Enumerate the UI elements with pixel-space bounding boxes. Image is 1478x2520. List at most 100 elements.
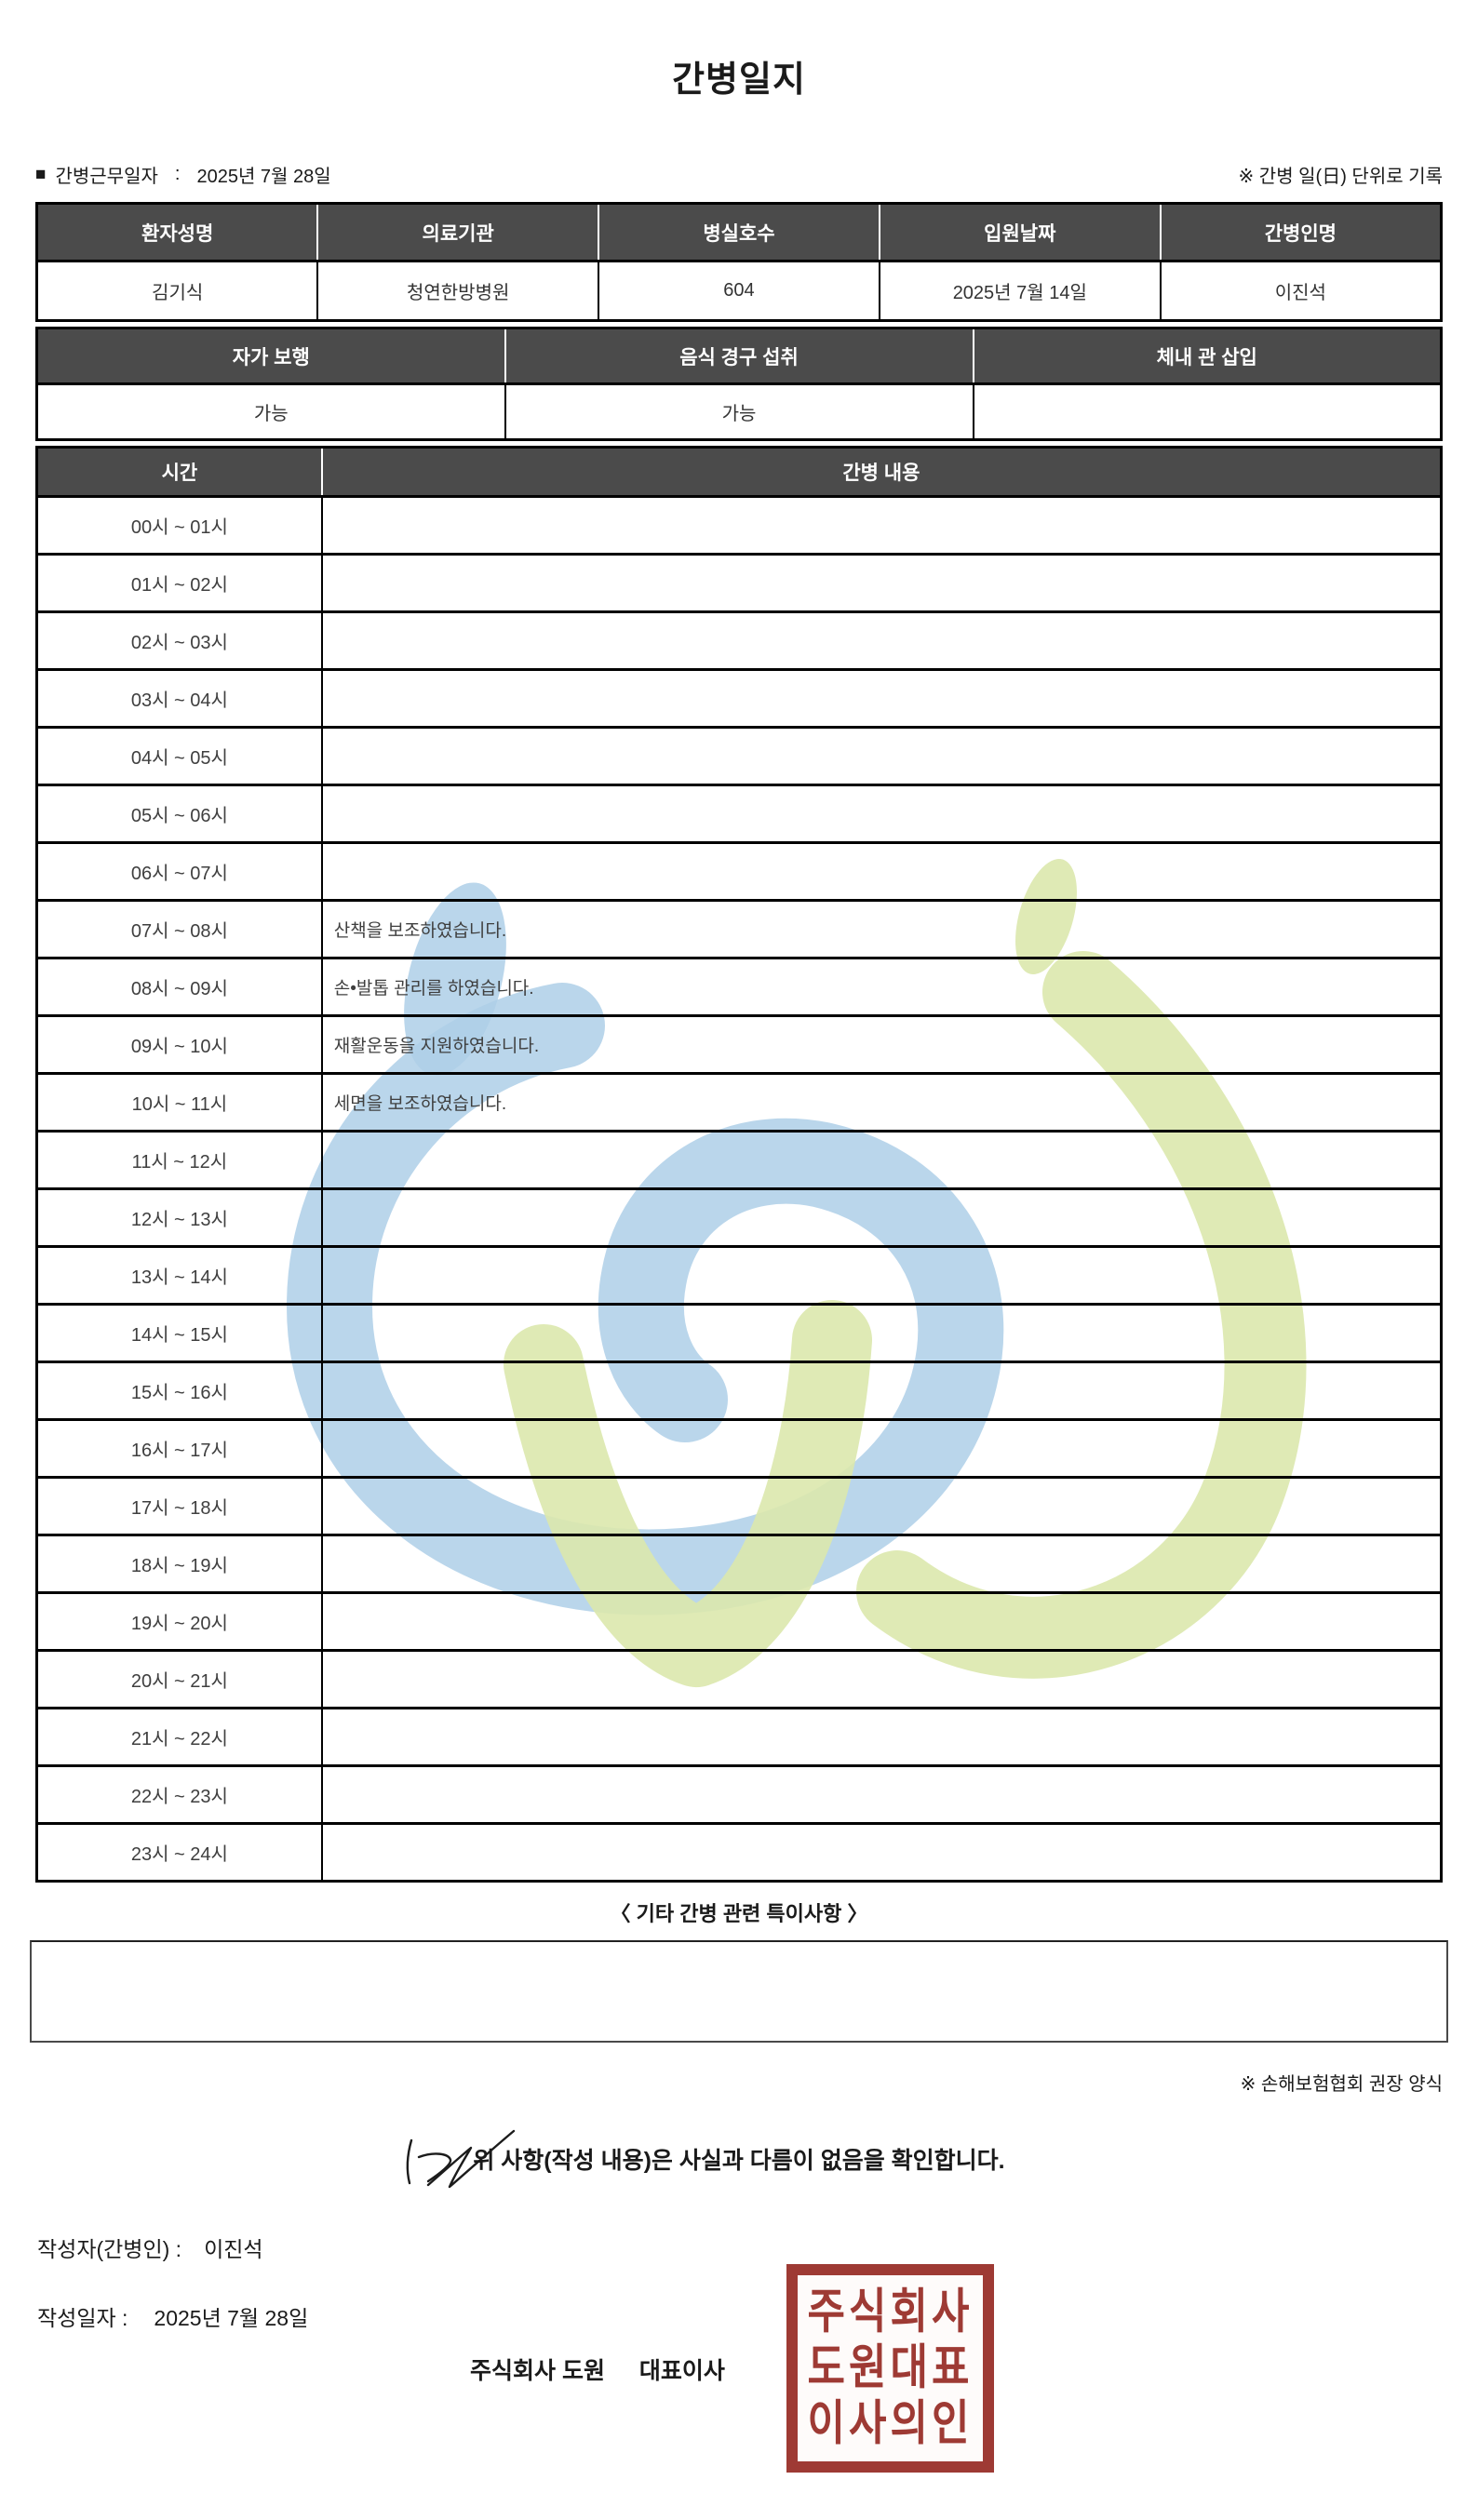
timetable-row: 08시 ~ 09시 손•발톱 관리를 하였습니다. [34, 958, 1443, 1017]
care-content-cell: 산책을 보조하였습니다. [321, 900, 1443, 959]
stamp-row-3: 이사의인 [807, 2396, 974, 2451]
handwritten-signature [406, 2129, 516, 2189]
header-patient-name: 환자성명 [35, 202, 319, 262]
stamp-row-1: 주식회사 [807, 2285, 974, 2339]
timetable-header-row: 시간 간병 내용 [34, 446, 1443, 498]
care-content-cell [321, 669, 1443, 729]
time-slot-label: 18시 ~ 19시 [34, 1535, 323, 1594]
timetable-row: 11시 ~ 12시 [34, 1131, 1443, 1190]
care-content-cell [321, 1708, 1443, 1767]
page-title: 간병일지 [672, 60, 806, 100]
patient-info-table: 환자성명 의료기관 병실호수 입원날짜 간병인명 김기식 청연한방병원 604 … [35, 202, 1443, 322]
corporate-seal-stamp: 주식회사 도원대표 이사의인 [786, 2264, 994, 2473]
time-slot-label: 12시 ~ 13시 [34, 1188, 323, 1248]
time-slot-label: 00시 ~ 01시 [34, 496, 323, 556]
value-caregiver-name: 이진석 [1159, 261, 1443, 322]
header-medical-institution: 의료기관 [316, 202, 600, 262]
time-slot-label: 20시 ~ 21시 [34, 1650, 323, 1709]
care-content-cell [321, 1535, 1443, 1594]
patient-status-table: 자가 보행 음식 경구 섭취 체내 관 삽입 가능 가능 [35, 327, 1443, 441]
writer-name: 이진석 [204, 2237, 263, 2261]
timetable-row: 19시 ~ 20시 [34, 1592, 1443, 1652]
header-oral-intake: 음식 경구 섭취 [504, 327, 974, 385]
header-room-number: 병실호수 [598, 202, 880, 262]
care-content-cell [321, 496, 1443, 556]
company-name: 주식회사 도원 [470, 2358, 605, 2384]
time-slot-label: 06시 ~ 07시 [34, 842, 323, 902]
time-slot-label: 07시 ~ 08시 [34, 900, 323, 959]
square-bullet-icon: ■ [35, 165, 47, 184]
care-work-date-separator: : [174, 164, 181, 184]
value-admission-date: 2025년 7월 14일 [878, 261, 1162, 322]
care-content-cell: 재활운동을 지원하였습니다. [321, 1015, 1443, 1075]
care-content-cell [321, 784, 1443, 844]
time-slot-label: 21시 ~ 22시 [34, 1708, 323, 1767]
time-slot-label: 05시 ~ 06시 [34, 784, 323, 844]
header-internal-tube: 체내 관 삽입 [972, 327, 1443, 385]
writer-row: 작성자(간병인) : 이진석 [37, 2232, 1478, 2263]
header-time: 시간 [34, 446, 323, 498]
meta-row: ■ 간병근무일자 : 2025년 7월 28일 ※ 간병 일(日) 단위로 기록 [35, 161, 1443, 188]
time-slot-label: 17시 ~ 18시 [34, 1477, 323, 1536]
timetable-row: 07시 ~ 08시 산책을 보조하였습니다. [34, 900, 1443, 959]
written-date-row: 작성일자 : 2025년 7월 28일 [37, 2300, 1478, 2332]
hourly-care-table: 시간 간병 내용 00시 ~ 01시 01시 ~ 02시 02시 ~ 03시 0… [34, 446, 1443, 1883]
care-content-cell [321, 1246, 1443, 1306]
timetable-row: 14시 ~ 15시 [34, 1304, 1443, 1363]
header-care-content: 간병 내용 [320, 446, 1443, 498]
patient-info-header-row: 환자성명 의료기관 병실호수 입원날짜 간병인명 [35, 202, 1443, 262]
timetable-row: 06시 ~ 07시 [34, 842, 1443, 902]
daily-record-note: ※ 간병 일(日) 단위로 기록 [1238, 167, 1443, 187]
care-work-date: ■ 간병근무일자 : 2025년 7월 28일 [35, 161, 331, 188]
stamp-row-2: 도원대표 [807, 2340, 974, 2395]
care-content-cell [321, 554, 1443, 613]
time-slot-label: 10시 ~ 11시 [34, 1073, 323, 1133]
confirmation-statement: 위 사항(작성 내용)은 사실과 다름이 없음을 확인합니다. [473, 2148, 1005, 2174]
timetable-row: 03시 ~ 04시 [34, 669, 1443, 729]
care-content-cell [321, 1361, 1443, 1421]
timetable-row: 04시 ~ 05시 [34, 727, 1443, 786]
time-slot-label: 23시 ~ 24시 [34, 1823, 323, 1883]
time-slot-label: 16시 ~ 17시 [34, 1419, 323, 1479]
time-slot-label: 09시 ~ 10시 [34, 1015, 323, 1075]
timetable-row: 20시 ~ 21시 [34, 1650, 1443, 1709]
care-content-cell [321, 1650, 1443, 1709]
time-slot-label: 15시 ~ 16시 [34, 1361, 323, 1421]
care-content-cell [321, 727, 1443, 786]
writer-label: 작성자(간병인) : [37, 2237, 182, 2261]
timetable-row: 22시 ~ 23시 [34, 1765, 1443, 1825]
timetable-row: 23시 ~ 24시 [34, 1823, 1443, 1883]
special-notes-box [30, 1940, 1448, 2043]
written-date-value: 2025년 7월 28일 [154, 2306, 309, 2330]
timetable-row: 12시 ~ 13시 [34, 1188, 1443, 1248]
value-room-number: 604 [598, 261, 880, 322]
company-line: 주식회사 도원 대표이사 [470, 2352, 725, 2386]
timetable-row: 02시 ~ 03시 [34, 611, 1443, 671]
time-slot-label: 13시 ~ 14시 [34, 1246, 323, 1306]
care-content-cell [321, 1304, 1443, 1363]
time-slot-label: 08시 ~ 09시 [34, 958, 323, 1017]
timetable-row: 17시 ~ 18시 [34, 1477, 1443, 1536]
header-admission-date: 입원날짜 [878, 202, 1162, 262]
care-content-cell [321, 1592, 1443, 1652]
care-content-cell [321, 1419, 1443, 1479]
timetable-row: 15시 ~ 16시 [34, 1361, 1443, 1421]
timetable-body: 시간 간병 내용 00시 ~ 01시 01시 ~ 02시 02시 ~ 03시 0… [34, 446, 1443, 1883]
timetable-row: 00시 ~ 01시 [34, 496, 1443, 556]
value-medical-institution: 청연한방병원 [316, 261, 600, 322]
status-value-row: 가능 가능 [35, 383, 1443, 441]
care-content-cell [321, 842, 1443, 902]
time-slot-label: 02시 ~ 03시 [34, 611, 323, 671]
time-slot-label: 04시 ~ 05시 [34, 727, 323, 786]
special-notes-heading: 〈 기타 간병 관련 특이사항 〉 [610, 1902, 868, 1925]
care-content-cell [321, 1188, 1443, 1248]
timetable-row: 01시 ~ 02시 [34, 554, 1443, 613]
care-content-cell [321, 1131, 1443, 1190]
value-oral-intake: 가능 [504, 383, 974, 441]
timetable-row: 13시 ~ 14시 [34, 1246, 1443, 1306]
care-content-cell: 세면을 보조하였습니다. [321, 1073, 1443, 1133]
time-slot-label: 01시 ~ 02시 [34, 554, 323, 613]
value-patient-name: 김기식 [35, 261, 319, 322]
time-slot-label: 22시 ~ 23시 [34, 1765, 323, 1825]
timetable-row: 09시 ~ 10시 재활운동을 지원하였습니다. [34, 1015, 1443, 1075]
